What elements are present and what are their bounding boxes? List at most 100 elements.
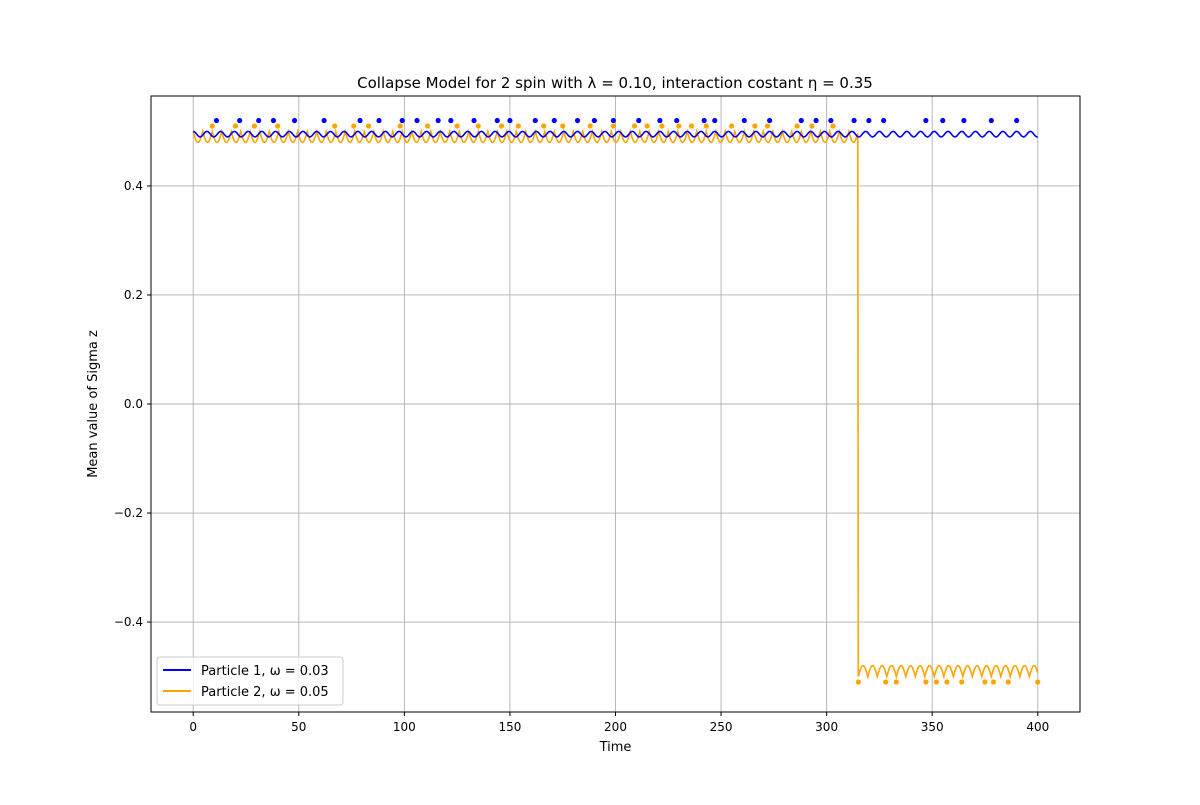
x-tick-label: 350 (921, 720, 944, 734)
legend: Particle 1, ω = 0.03 Particle 2, ω = 0.05 (156, 656, 344, 706)
particle-1-marker (851, 117, 857, 124)
y-axis-label: Mean value of Sigma z (86, 330, 101, 478)
y-tick-label: −0.4 (114, 615, 143, 629)
particle-2-marker (764, 123, 771, 129)
y-tick-label: −0.2 (114, 506, 143, 520)
particle-1-marker (357, 117, 363, 124)
particle-2-marker (794, 123, 800, 129)
particle-1-marker (701, 117, 707, 124)
x-tick-label: 0 (189, 720, 197, 734)
particle-1-marker (866, 117, 872, 124)
legend-entry: Particle 1, ω = 0.03 (201, 664, 329, 679)
particle-1-marker (881, 117, 887, 124)
particle-1-marker (551, 117, 557, 124)
particle-2-marker (703, 123, 709, 129)
particle-2-marker (332, 123, 338, 129)
particle-2-marker (232, 123, 239, 129)
particle-1-marker (923, 117, 929, 124)
particle-1-marker (940, 117, 946, 124)
x-tick-label: 200 (604, 720, 627, 734)
particle-2-marker (587, 123, 593, 129)
particle-1-marker (828, 117, 834, 124)
particle-1-marker (657, 117, 663, 124)
particle-1-marker (988, 117, 994, 124)
particle-1-marker (256, 117, 262, 124)
particle-2-marker (365, 123, 372, 129)
particle-2-marker (209, 123, 215, 129)
y-tick-label: 0.4 (124, 179, 143, 193)
particle-1-marker (435, 117, 441, 124)
particle-2-marker (809, 123, 815, 129)
series-line-particle-1 (193, 130, 1038, 138)
particle-2-marker (644, 123, 650, 129)
x-tick-label: 250 (710, 720, 733, 734)
particle-1-marker (237, 117, 243, 124)
particle-1-marker (532, 117, 538, 124)
x-tick-label: 400 (1026, 720, 1049, 734)
particle-2-marker (990, 679, 997, 685)
y-tick-label: 0.2 (124, 288, 143, 302)
y-axis: −0.4 −0.2 0.0 0.2 0.4 (114, 179, 151, 629)
particle-1-marker (399, 117, 405, 124)
particle-1-marker (494, 117, 500, 124)
particle-1-marker (270, 117, 277, 124)
chart-title: Collapse Model for 2 spin with λ = 0.10,… (357, 74, 873, 92)
particle-2-marker (560, 123, 566, 129)
particle-2-marker (631, 123, 638, 129)
particle-2-marker (275, 123, 281, 129)
particle-1-marker (574, 117, 581, 124)
particle-2-marker (397, 123, 403, 129)
particle-1-marker (291, 117, 298, 124)
x-tick-label: 150 (498, 720, 521, 734)
particle-1-marker (376, 117, 382, 124)
particle-1-marker (961, 117, 967, 124)
particle-1-marker (712, 117, 718, 124)
particle-2-marker (944, 679, 950, 685)
particle-1-marker (813, 117, 819, 124)
particle-1-marker (591, 117, 597, 124)
particle-2-marker (659, 123, 665, 129)
particle-2-marker (752, 123, 758, 129)
particle-2-marker (883, 679, 889, 685)
particle-2-marker (688, 123, 695, 129)
particle-2-marker (475, 123, 481, 129)
particle-2-marker (541, 123, 547, 129)
particle-1-marker (610, 117, 616, 124)
particle-2-marker (1035, 679, 1041, 685)
particle-2-marker (610, 123, 616, 129)
particle-2-marker (1005, 679, 1011, 685)
x-tick-label: 100 (393, 720, 416, 734)
x-tick-label: 300 (815, 720, 838, 734)
particle-1-marker (1014, 117, 1020, 124)
particle-1-marker (414, 117, 420, 124)
particle-2-marker (676, 123, 682, 129)
particle-1-marker (507, 117, 513, 124)
particle-2-marker (424, 123, 431, 129)
particle-1-marker (798, 117, 804, 124)
particle-1-marker (674, 117, 680, 124)
particle-2-marker (893, 679, 899, 685)
x-tick-label: 50 (291, 720, 306, 734)
x-axis: 0 50 100 150 200 250 300 350 400 (189, 712, 1049, 734)
particle-2-marker (830, 123, 836, 129)
particle-2-marker (498, 123, 505, 129)
grid (151, 96, 1080, 712)
series-line-particle-2 (192, 128, 1039, 680)
y-tick-label: 0.0 (124, 397, 143, 411)
particle-1-marker (636, 117, 642, 124)
legend-entry: Particle 2, ω = 0.05 (201, 685, 329, 700)
legend-box (156, 656, 344, 706)
particle-2-marker (959, 679, 965, 685)
particle-1-marker (741, 117, 747, 124)
x-axis-label: Time (599, 740, 632, 755)
particle-2-marker (351, 123, 357, 129)
particle-1-marker (471, 117, 477, 124)
particle-2-marker (454, 123, 460, 129)
particle-1-marker (448, 117, 454, 124)
series-layer (192, 117, 1041, 685)
particle-2-marker (855, 679, 861, 685)
particle-2-marker (923, 679, 929, 685)
particle-2-marker (515, 123, 521, 129)
particle-2-marker (982, 679, 988, 685)
